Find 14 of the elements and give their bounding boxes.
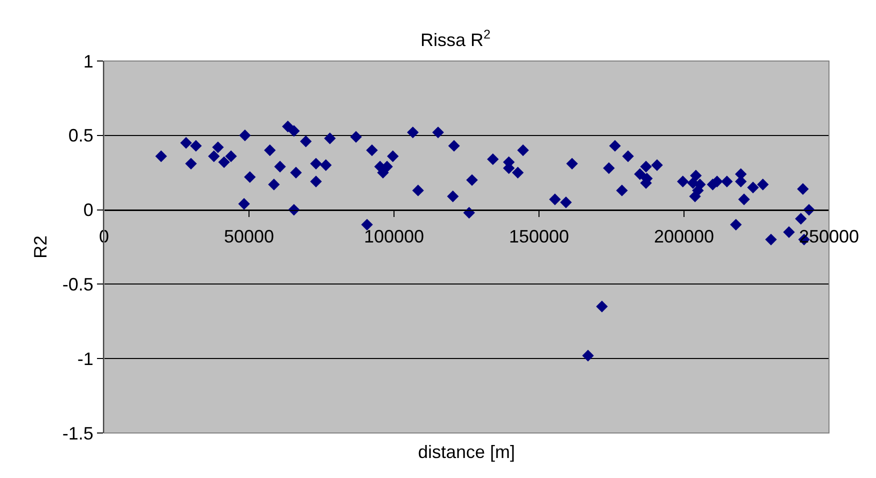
y-tick-label: -0.5 — [62, 274, 94, 294]
x-tick-label: 250000 — [798, 226, 860, 246]
y-axis-title: R2 — [30, 235, 51, 259]
y-tick-label: -1.5 — [62, 423, 94, 444]
x-tick-label: 100000 — [364, 226, 424, 246]
chart-title: Rissa R$^{2}$ — [420, 28, 491, 50]
y-tick-label: 1 — [83, 51, 94, 72]
x-tick-label: 200000 — [654, 226, 714, 246]
y-tick-label: -1 — [77, 348, 94, 369]
x-tick-label: 150000 — [508, 226, 570, 246]
y-tick-label: 0 — [83, 200, 94, 220]
x-axis-title: distance [m] — [418, 442, 516, 462]
x-tick-label: 50000 — [224, 226, 274, 246]
y-tick-label: 0.5 — [68, 126, 94, 146]
